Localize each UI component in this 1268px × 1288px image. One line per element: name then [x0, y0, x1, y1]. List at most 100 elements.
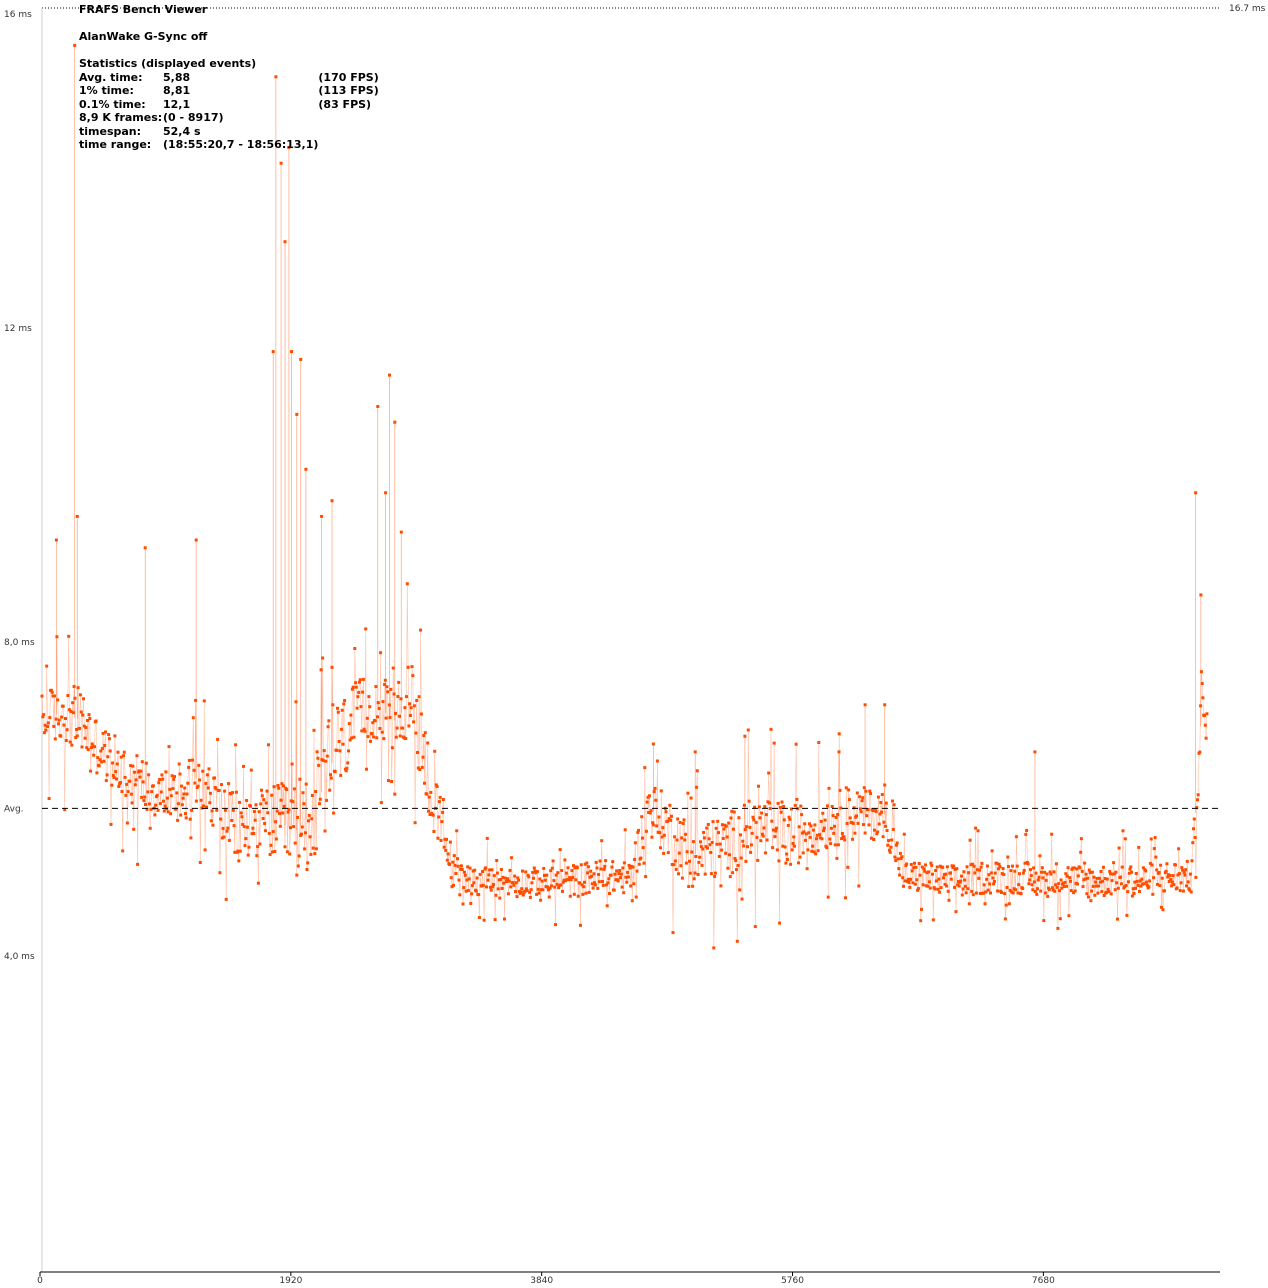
frame-point — [553, 885, 557, 889]
frame-point — [628, 866, 632, 870]
frame-point — [419, 712, 423, 716]
frame-point — [94, 719, 98, 723]
frame-point — [1204, 736, 1208, 740]
frame-point — [69, 710, 73, 713]
frame-point — [162, 809, 166, 813]
frame-point — [741, 839, 745, 843]
frame-point — [271, 850, 274, 854]
frame-point — [1152, 876, 1156, 880]
stats-label: 1% time: — [79, 84, 134, 97]
frame-point — [273, 850, 277, 853]
frame-point — [915, 878, 919, 882]
frame-point — [445, 837, 448, 841]
frame-point — [1035, 892, 1039, 896]
frame-point — [953, 867, 957, 871]
frame-point — [1195, 806, 1199, 810]
frame-point — [112, 776, 116, 779]
frame-point — [1134, 872, 1138, 875]
frame-point — [1152, 847, 1156, 851]
frame-point — [1017, 883, 1021, 887]
frame-point — [95, 771, 99, 775]
frame-point — [470, 892, 474, 896]
frame-point — [169, 812, 173, 816]
frame-point — [572, 864, 575, 868]
spike-point — [271, 350, 275, 354]
frame-point — [716, 819, 720, 823]
frame-point — [1076, 882, 1079, 886]
frame-point — [903, 879, 907, 883]
frame-point — [75, 734, 79, 738]
frame-point — [619, 876, 622, 880]
frame-point — [1169, 877, 1173, 881]
frame-point — [763, 805, 767, 809]
frame-point — [257, 810, 261, 814]
frame-point — [1094, 880, 1098, 884]
frame-point — [1023, 861, 1027, 865]
frame-point — [676, 817, 680, 821]
frame-point — [463, 873, 467, 877]
frame-point — [735, 939, 739, 943]
frame-point — [887, 848, 891, 852]
frame-point — [254, 803, 258, 807]
frame-point — [1141, 882, 1145, 886]
frame-point — [314, 847, 318, 851]
frame-point — [1018, 872, 1021, 876]
frame-point — [964, 891, 968, 895]
frame-point — [1050, 886, 1054, 890]
frame-point — [673, 835, 677, 839]
frame-point — [739, 833, 742, 837]
frame-point — [905, 879, 909, 883]
frame-point — [45, 664, 49, 668]
frame-point — [129, 764, 133, 768]
frame-point — [934, 879, 938, 883]
frame-point — [498, 896, 502, 900]
frame-point — [414, 731, 418, 735]
stats-extra: (170 FPS) — [318, 70, 379, 84]
frame-point — [262, 798, 266, 802]
frame-point — [890, 838, 894, 842]
frame-point — [180, 803, 184, 807]
frame-point — [142, 799, 146, 803]
frame-point — [1083, 861, 1087, 865]
frame-point — [910, 869, 914, 873]
frame-point — [559, 883, 563, 887]
frame-point — [684, 832, 688, 836]
frame-point — [267, 743, 270, 747]
frame-point — [613, 872, 617, 876]
frame-point — [818, 833, 822, 837]
frame-point — [1078, 866, 1082, 870]
frame-point — [564, 871, 568, 875]
frame-point — [1126, 890, 1130, 894]
frame-point — [596, 886, 600, 890]
frame-point — [693, 871, 697, 875]
stats-row: 8,9 K frames: (0 - 8917) — [79, 111, 379, 125]
frame-point — [381, 700, 385, 704]
frame-point — [379, 801, 383, 805]
frame-point — [169, 794, 173, 798]
frame-point — [700, 863, 704, 867]
frame-point — [836, 813, 840, 816]
frame-point — [238, 800, 241, 804]
frame-point — [1181, 868, 1185, 872]
frame-point — [255, 854, 259, 858]
frame-point — [290, 762, 294, 766]
frame-point — [429, 790, 433, 794]
frame-point — [939, 886, 943, 890]
frame-point — [394, 711, 397, 715]
frame-point — [738, 888, 742, 892]
frame-point — [226, 826, 230, 830]
frame-point — [567, 878, 571, 882]
frame-point — [1095, 876, 1099, 880]
frame-point — [630, 899, 634, 903]
frame-point — [588, 875, 592, 879]
frame-point — [81, 713, 85, 717]
frame-point — [242, 764, 245, 768]
frame-point — [1193, 836, 1197, 839]
frame-point — [666, 819, 669, 823]
frame-point — [775, 848, 779, 852]
spike-point — [54, 538, 58, 542]
frame-point — [667, 817, 671, 821]
frame-point — [269, 843, 273, 847]
frame-point — [1113, 888, 1117, 892]
frame-point — [373, 719, 377, 723]
